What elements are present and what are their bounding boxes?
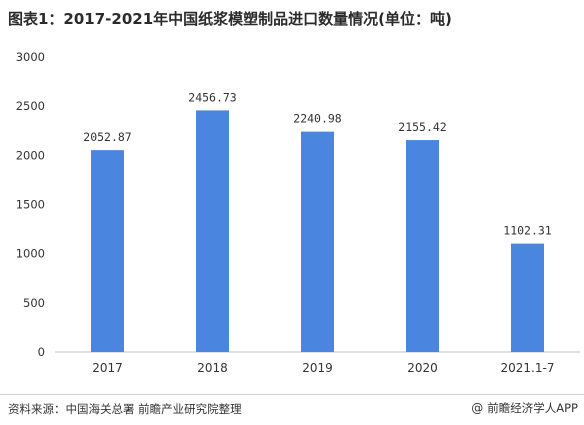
bar-2019 <box>301 131 334 352</box>
chart-title: 图表1：2017-2021年中国纸浆模塑制品进口数量情况(单位：吨) <box>8 10 452 28</box>
credit-text: 前瞻经济学人APP <box>487 401 578 415</box>
bars <box>91 110 544 353</box>
y-tick-label: 0 <box>38 345 45 359</box>
y-tick-label: 1000 <box>16 247 45 261</box>
y-tick-label: 2000 <box>16 148 45 162</box>
x-tick-label: 2017 <box>92 361 123 375</box>
x-tick-label: 2018 <box>197 361 228 375</box>
footer-divider <box>0 394 584 395</box>
bar-2017 <box>91 150 124 352</box>
credit: @ 前瞻经济学人APP <box>471 400 578 416</box>
data-label: 2052.87 <box>83 130 132 144</box>
data-label: 2240.98 <box>293 112 342 126</box>
y-tick-label: 2500 <box>16 99 45 113</box>
at-icon: @ <box>471 401 484 415</box>
y-tick-label: 500 <box>23 296 45 310</box>
bar-2020 <box>406 140 439 352</box>
x-tick-label: 2021.1-7 <box>501 361 555 375</box>
x-axis-ticks: 2017 2018 2019 2020 2021.1-7 <box>92 361 554 375</box>
y-axis-ticks: 0 500 1000 1500 2000 2500 3000 <box>16 50 45 359</box>
x-tick-label: 2020 <box>407 361 438 375</box>
data-label: 1102.31 <box>503 224 552 238</box>
bar-2018 <box>196 110 229 353</box>
data-labels: 2052.87 2456.73 2240.98 2155.42 1102.31 <box>83 90 552 237</box>
source-note: 资料来源：中国海关总署 前瞻产业研究院整理 <box>8 402 242 416</box>
data-label: 2155.42 <box>398 120 446 134</box>
y-tick-label: 1500 <box>16 198 45 212</box>
x-tick-label: 2019 <box>302 361 333 375</box>
bar-2021.1-7 <box>511 243 544 352</box>
y-tick-label: 3000 <box>16 50 45 64</box>
data-label: 2456.73 <box>188 90 237 104</box>
